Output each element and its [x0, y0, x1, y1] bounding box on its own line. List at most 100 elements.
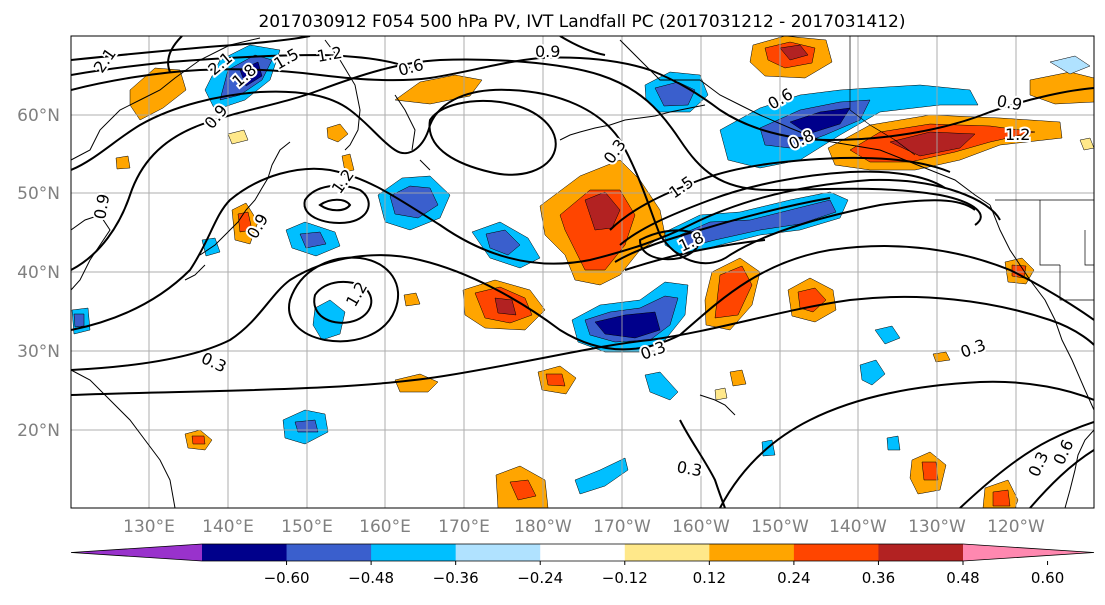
colorbar-segment: [878, 544, 964, 561]
anomaly-blob: [485, 229, 521, 256]
colorbar-segment: [709, 544, 795, 561]
map-frame: [70, 35, 1095, 509]
anomaly-blob: [545, 373, 566, 387]
pv-contour: [313, 280, 373, 324]
colorbar-segment: [624, 544, 710, 561]
pv-contour: [288, 256, 400, 343]
lon-label: 130°E: [123, 517, 175, 537]
lat-label: 30°N: [17, 342, 60, 362]
anomaly-blob: [779, 44, 809, 61]
anomaly-blob: [389, 185, 439, 219]
anomaly-blob: [341, 153, 355, 173]
coastline-asia: [71, 37, 261, 508]
lon-label: 120°W: [987, 517, 1045, 537]
colorbar-segment: [202, 544, 288, 561]
anomaly-blob: [115, 155, 131, 170]
border-canada-alaska: [849, 36, 916, 156]
lon-label: 150°E: [281, 517, 333, 537]
pv-contour: [318, 198, 352, 212]
pv-contour: [71, 167, 1001, 331]
colorbar-tick-label: 0.36: [862, 569, 895, 587]
pv-contour: [71, 88, 976, 265]
colorbar-segment: [286, 544, 372, 561]
anomaly-blob: [921, 461, 939, 481]
contour-label: 0.9: [535, 42, 560, 61]
lat-label: 20°N: [17, 421, 60, 441]
coastlines: [71, 37, 1094, 508]
colorbar-segment: [793, 544, 879, 561]
pv-contour: [559, 36, 606, 56]
lon-label: 170°W: [593, 517, 651, 537]
contour-label: 1.2: [1005, 125, 1030, 144]
lon-label: 150°W: [751, 517, 809, 537]
colorbar-extend-max: [963, 544, 1094, 561]
pv-contour: [428, 99, 557, 176]
colorbar-tick-label: −0.12: [602, 569, 648, 587]
colorbar-tick-label: 0.24: [777, 569, 810, 587]
coastline-japan: [184, 141, 291, 281]
colorbar-tick-label: 0.12: [693, 569, 726, 587]
pv-contour: [71, 245, 1094, 371]
anomaly-blob: [1049, 55, 1091, 75]
anomaly-blob: [594, 311, 661, 339]
borders: [849, 36, 1094, 301]
colorbar-tick-label: 0.48: [946, 569, 979, 587]
lat-label: 40°N: [17, 263, 60, 283]
anomaly-blob: [574, 457, 629, 495]
pv-contour: [1029, 449, 1094, 508]
anomaly-blob: [889, 131, 976, 157]
colorbar-tick-label: −0.60: [264, 569, 310, 587]
pv-contour: [71, 53, 411, 76]
colorbar-segment: [455, 544, 541, 561]
anomaly-blob: [1079, 137, 1094, 151]
pv-contour: [167, 36, 183, 73]
latitude-labels: 60°N 50°N 40°N 30°N 20°N: [17, 106, 60, 441]
lon-label: 140°E: [202, 517, 254, 537]
lon-label: 160°E: [359, 517, 411, 537]
colorbar-tick-label: −0.24: [517, 569, 563, 587]
anomaly-blob: [874, 325, 901, 345]
anomaly-blob: [729, 369, 747, 387]
colorbar-tick-label: −0.48: [348, 569, 394, 587]
pv-contour: [71, 36, 311, 61]
anomaly-blob: [644, 371, 679, 401]
pv-contour: [959, 421, 1094, 508]
colorbar-segment: [540, 544, 626, 561]
coastline-alaska: [619, 39, 1094, 411]
anomaly-blob: [714, 387, 728, 401]
colorbar: −0.60 −0.48 −0.36 −0.24 −0.12 0.12 0.24 0.36 0.4…: [70, 543, 1095, 587]
pv-contour: [303, 184, 370, 224]
pv-contour: [614, 197, 831, 263]
anomaly-blob: [886, 435, 901, 451]
map-plot-area: 2.1 2.1 1.8 1.5 1.2 0.9 0.9 0.6 0.9 0.9 …: [70, 35, 1095, 509]
anomaly-blob: [227, 129, 249, 145]
colorbar-segment: [371, 544, 457, 561]
pv-contour: [624, 239, 766, 271]
lon-label: 140°W: [829, 517, 887, 537]
pv-contours: [71, 36, 1094, 508]
anomaly-blob: [992, 489, 1011, 507]
lon-label: 160°W: [672, 517, 730, 537]
anomaly-blob: [239, 61, 263, 87]
pv-contour: [619, 170, 946, 246]
colorbar-outline: [70, 543, 1095, 562]
coastline-kamchatka: [324, 39, 431, 171]
anomaly-blob: [191, 435, 206, 445]
colorbar-tick-label: 0.60: [1031, 569, 1064, 587]
pv-contour: [719, 380, 1094, 508]
anomaly-blob: [326, 123, 349, 143]
colorbar-tick-label: −0.36: [433, 569, 479, 587]
lat-label: 50°N: [17, 184, 60, 204]
map-title: 2017030912 F054 500 hPa PV, IVT Landfall…: [258, 12, 905, 32]
graticule: [71, 36, 1094, 508]
lon-label: 180°W: [514, 517, 572, 537]
island-chain: [559, 104, 706, 141]
colorbar-extend-min: [71, 544, 202, 561]
anomaly-blob: [679, 199, 837, 248]
lat-label: 60°N: [17, 106, 60, 126]
lon-label: 130°W: [908, 517, 966, 537]
pv-contour: [638, 229, 700, 261]
pv-contour: [679, 419, 726, 508]
